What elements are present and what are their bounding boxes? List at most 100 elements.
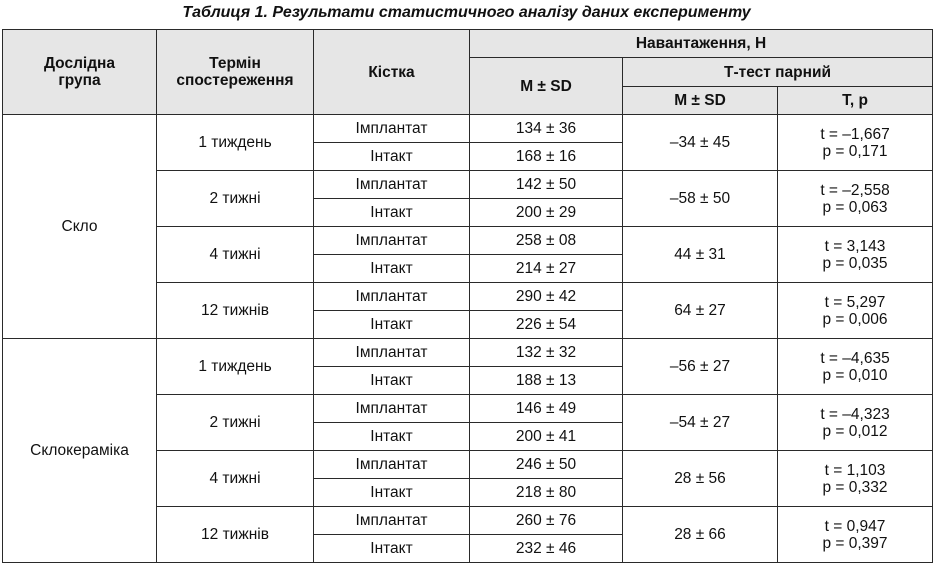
bone-cell: Імплантат [313, 506, 470, 535]
t-value: t = –4,323 [820, 405, 890, 423]
table-row: 12 тижнів Імплантат 260 ± 76 28 ± 66 t =… [3, 506, 933, 563]
tp-cell: t = 0,947 p = 0,397 [776, 506, 933, 563]
p-value: p = 0,397 [822, 534, 888, 552]
table-row: 4 тижні Імплантат 246 ± 50 28 ± 56 t = 1… [3, 450, 933, 507]
term-cell: 1 тиждень [156, 114, 314, 171]
bone-cell: Імплантат [313, 338, 470, 367]
term-cell: 4 тижні [156, 226, 314, 283]
t-value: t = –1,667 [820, 125, 890, 143]
term-cell: 1 тиждень [156, 338, 314, 395]
msd-cell: 200 ± 41 [469, 422, 623, 451]
msd-cell: 214 ± 27 [469, 254, 623, 283]
bone-cell: Імплантат [313, 170, 470, 199]
header-term-line2: спостереження [176, 72, 294, 89]
diff-cell: –34 ± 45 [622, 114, 778, 171]
t-value: t = –4,635 [820, 349, 890, 367]
p-value: p = 0,171 [822, 142, 888, 160]
msd-cell: 188 ± 13 [469, 366, 623, 395]
tp-cell: t = –1,667 p = 0,171 [776, 114, 933, 171]
p-value: p = 0,010 [822, 366, 888, 384]
table-header: Дослідна група Термін спостереження Кіст… [2, 29, 933, 115]
results-table: Дослідна група Термін спостереження Кіст… [2, 29, 933, 563]
group-name-cell: Склокераміка [2, 338, 157, 563]
msd-cell: 218 ± 80 [469, 478, 623, 507]
term-cell: 12 тижнів [156, 282, 314, 339]
msd-cell: 290 ± 42 [469, 282, 623, 311]
diff-cell: –58 ± 50 [622, 170, 778, 227]
bone-cell: Інтакт [313, 534, 470, 563]
diff-cell: –54 ± 27 [622, 394, 778, 451]
table-row: Скло 1 тиждень Імплантат 134 ± 36 –34 ± … [2, 114, 933, 339]
msd-cell: 134 ± 36 [469, 114, 623, 143]
bone-cell: Інтакт [313, 198, 470, 227]
term-cell: 2 тижні [156, 394, 314, 451]
t-value: t = 1,103 [824, 461, 886, 479]
bone-cell: Інтакт [313, 478, 470, 507]
bone-cell: Інтакт [313, 254, 470, 283]
table-row: Інтакт 232 ± 46 [3, 534, 933, 563]
diff-cell: –56 ± 27 [622, 338, 778, 395]
tp-cell: t = 5,297 p = 0,006 [776, 282, 933, 339]
msd-cell: 226 ± 54 [469, 310, 623, 339]
msd-cell: 200 ± 29 [469, 198, 623, 227]
bone-cell: Інтакт [313, 422, 470, 451]
tp-cell: t = –2,558 p = 0,063 [776, 170, 933, 227]
bone-cell: Інтакт [313, 310, 470, 339]
t-value: t = 3,143 [824, 237, 886, 255]
p-value: p = 0,063 [822, 198, 888, 216]
t-value: t = 0,947 [824, 517, 886, 535]
header-ttest-msd: M ± SD [622, 86, 778, 115]
table-row: Інтакт 218 ± 80 [3, 478, 933, 507]
header-term-line1: Термін [209, 55, 261, 72]
table-row: 2 тижні Імплантат 146 ± 49 –54 ± 27 t = … [3, 394, 933, 451]
p-value: p = 0,012 [822, 422, 888, 440]
table-body: Скло 1 тиждень Імплантат 134 ± 36 –34 ± … [2, 114, 933, 563]
bone-cell: Імплантат [313, 394, 470, 423]
header-group-line2: група [58, 72, 101, 89]
header-load: Навантаження, Н [468, 29, 933, 58]
bone-cell: Інтакт [313, 142, 470, 171]
msd-cell: 258 ± 08 [469, 226, 623, 255]
header-group-line1: Дослідна [43, 55, 116, 72]
diff-cell: 44 ± 31 [622, 226, 778, 283]
diff-cell: 28 ± 56 [622, 450, 778, 507]
table-row: Інтакт 188 ± 13 [3, 366, 933, 395]
msd-cell: 260 ± 76 [469, 506, 623, 535]
p-value: p = 0,332 [822, 478, 888, 496]
msd-cell: 232 ± 46 [469, 534, 623, 563]
bone-cell: Імплантат [313, 282, 470, 311]
tp-cell: t = 1,103 p = 0,332 [776, 450, 933, 507]
term-cell: 12 тижнів [156, 506, 314, 563]
term-cell: 2 тижні [156, 170, 314, 227]
table-row: 12 тижнів Імплантат 290 ± 42 64 ± 27 t =… [3, 282, 933, 339]
msd-cell: 132 ± 32 [469, 338, 623, 367]
table-row: Інтакт 214 ± 27 [3, 254, 933, 283]
diff-cell: 64 ± 27 [622, 282, 778, 339]
table-row: Склокераміка 1 тиждень Імплантат 132 ± 3… [2, 338, 933, 563]
bone-cell: Інтакт [313, 366, 470, 395]
header-msd: M ± SD [469, 57, 623, 115]
group-name-cell: Скло [2, 114, 157, 339]
t-value: t = 5,297 [824, 293, 886, 311]
bone-cell: Імплантат [313, 114, 470, 143]
p-value: p = 0,006 [822, 310, 888, 328]
table-caption: Таблиця 1. Результати статистичного анал… [182, 4, 751, 21]
msd-cell: 142 ± 50 [469, 170, 623, 199]
msd-cell: 146 ± 49 [469, 394, 623, 423]
msd-cell: 246 ± 50 [469, 450, 623, 479]
header-ttest-tp: T, p [776, 86, 933, 115]
tp-cell: t = 3,143 p = 0,035 [776, 226, 933, 283]
term-cell: 4 тижні [156, 450, 314, 507]
bone-cell: Імплантат [313, 450, 470, 479]
p-value: p = 0,035 [822, 254, 888, 272]
header-ttest: Т-тест парний [621, 57, 933, 87]
bone-cell: Імплантат [313, 226, 470, 255]
header-group: Дослідна група [2, 29, 157, 115]
t-value: t = –2,558 [820, 181, 890, 199]
header-bone: Кістка [313, 29, 470, 115]
tp-cell: t = –4,635 p = 0,010 [776, 338, 933, 395]
msd-cell: 168 ± 16 [469, 142, 623, 171]
header-term: Термін спостереження [156, 29, 314, 115]
table-row: Інтакт 168 ± 16 [3, 142, 933, 171]
tp-cell: t = –4,323 p = 0,012 [776, 394, 933, 451]
